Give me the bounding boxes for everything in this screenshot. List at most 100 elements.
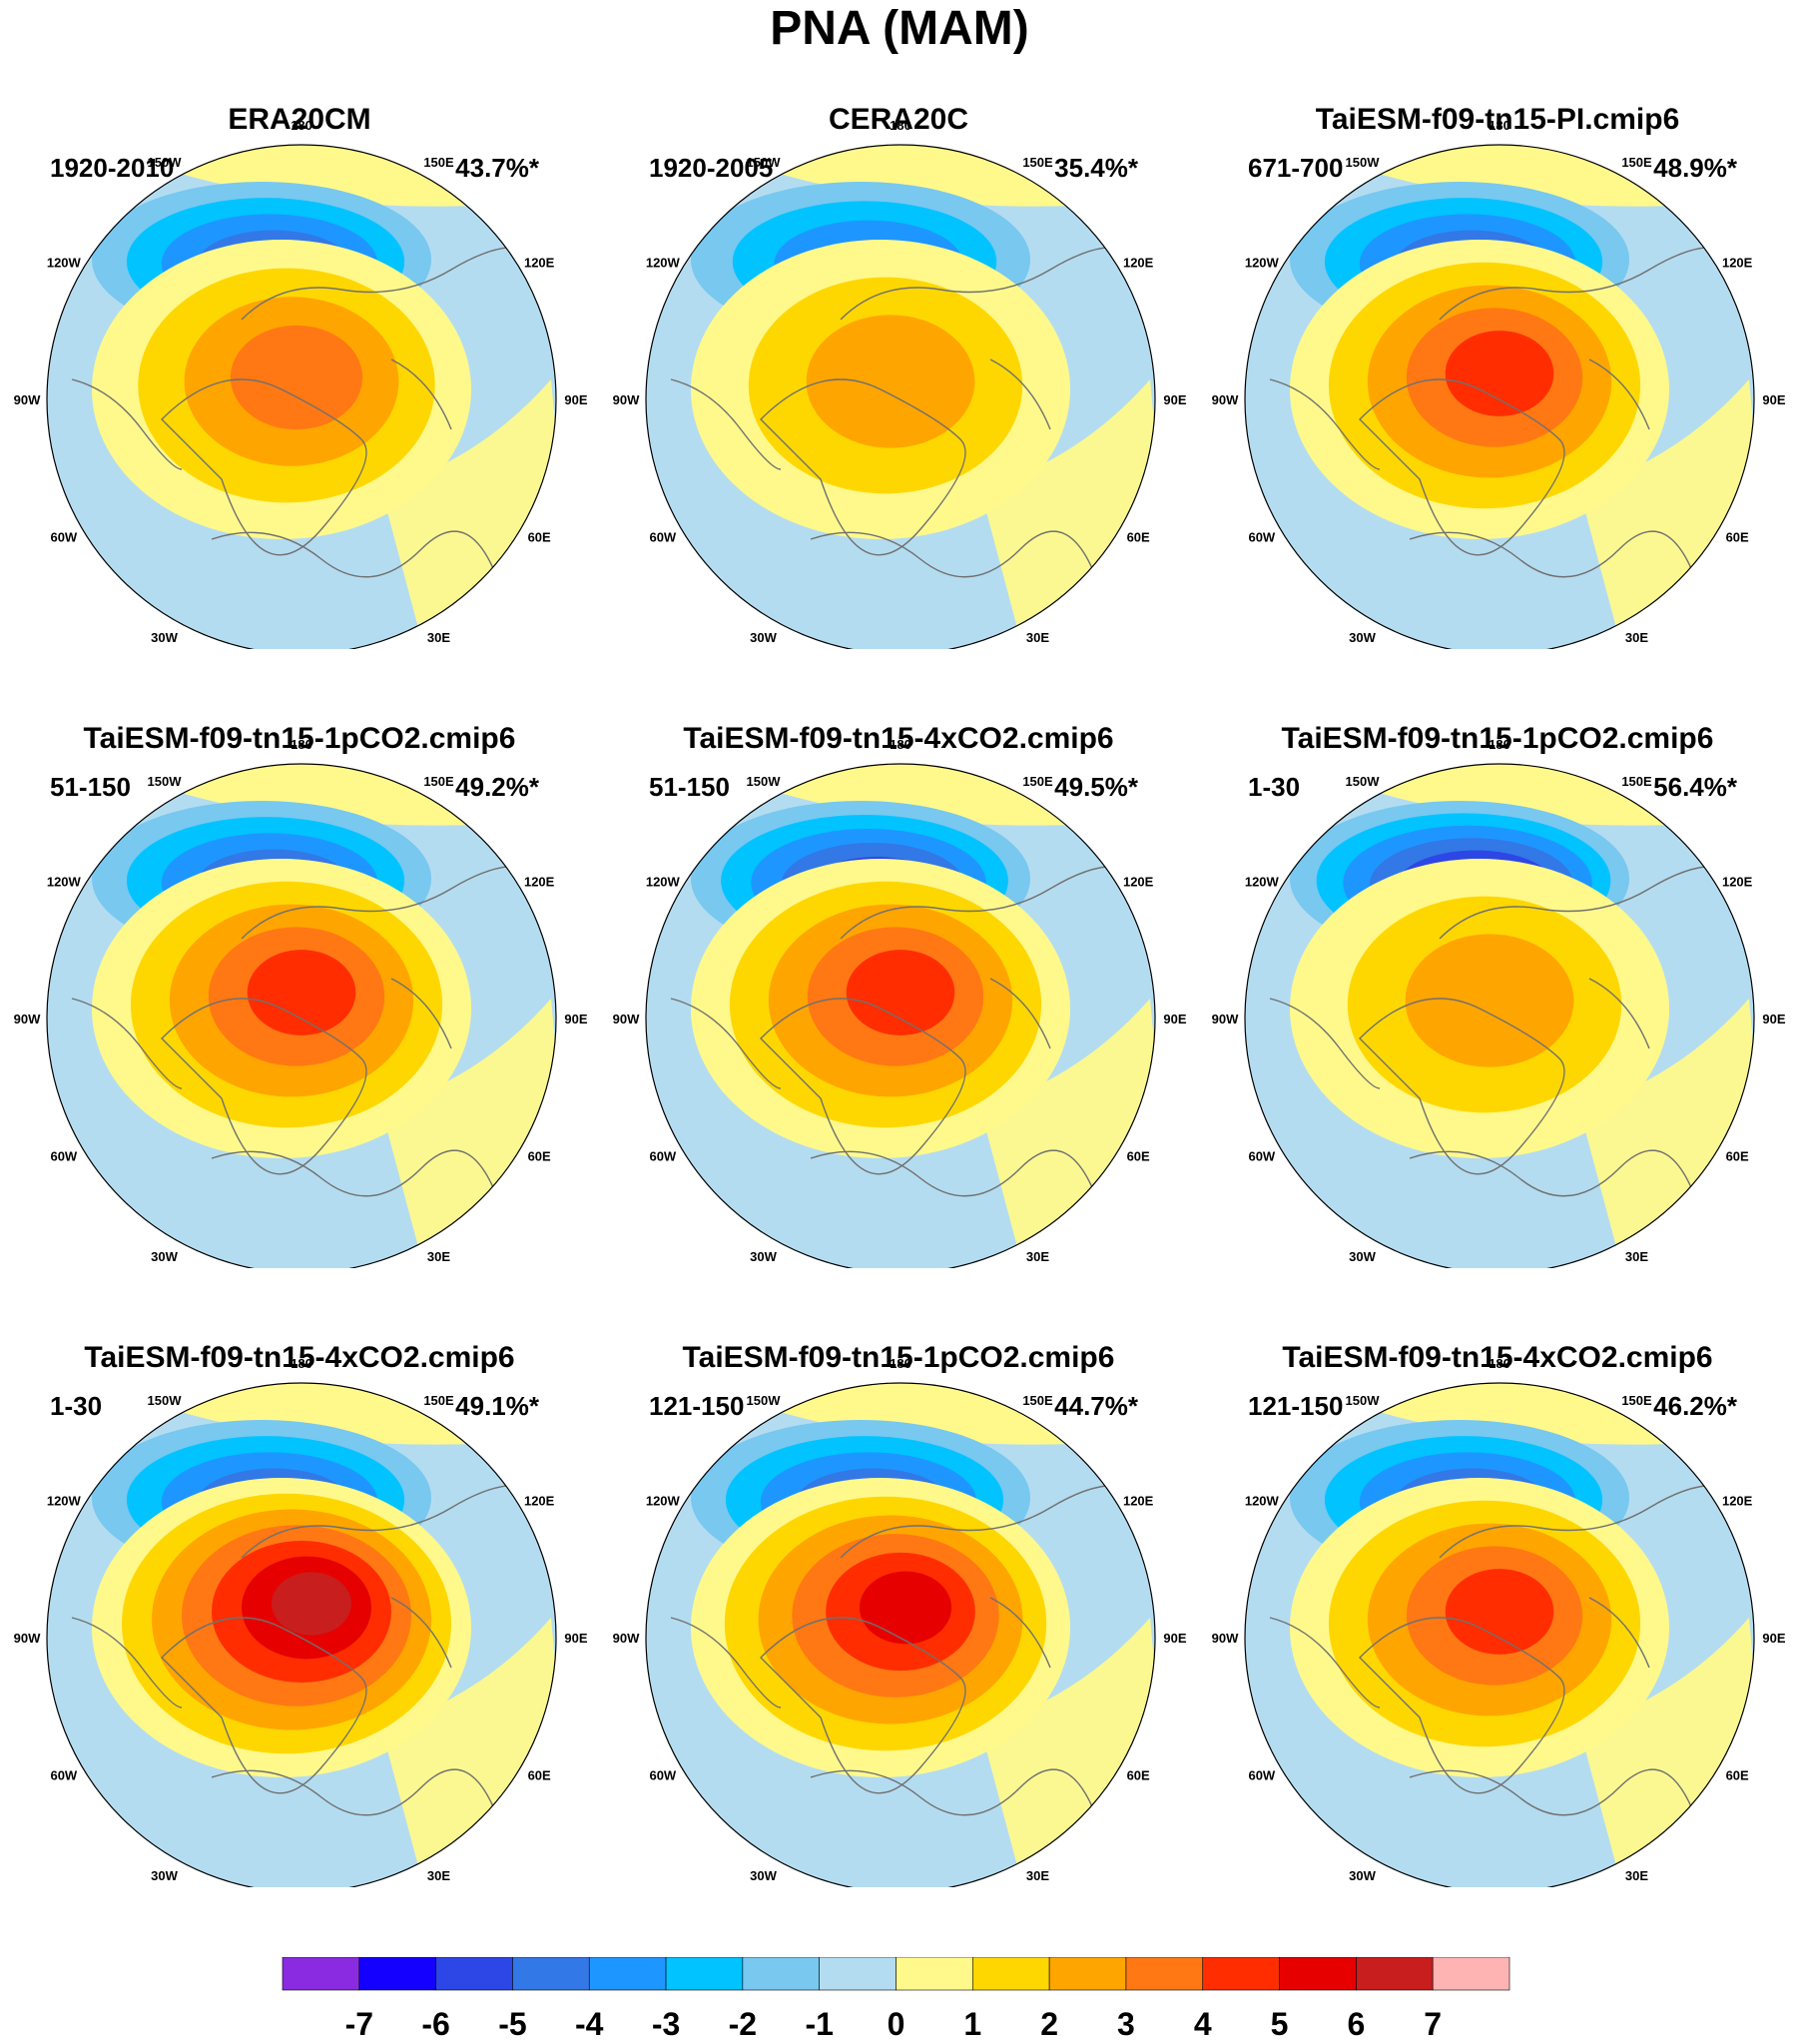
longitude-label: 120E <box>1123 1494 1154 1509</box>
longitude-label: 120E <box>524 875 555 890</box>
coastline <box>760 1617 966 1794</box>
longitude-label: 150E <box>1621 774 1652 789</box>
panel-period: 51-150 <box>50 772 131 802</box>
longitude-label: 60E <box>1726 1149 1749 1164</box>
polar-map: 180150E120E90E60E30E030W60W90W120W150W <box>14 737 588 1268</box>
longitude-label: 60E <box>1127 1149 1150 1164</box>
colorbar-swatch <box>742 1957 820 1991</box>
longitude-label: 60W <box>1248 1768 1275 1783</box>
longitude-label: 30W <box>750 1249 777 1264</box>
coastline <box>1588 1597 1650 1669</box>
longitude-label: 30E <box>1625 1868 1648 1883</box>
longitude-label: 150W <box>747 1393 782 1408</box>
coastline <box>840 1484 1131 1559</box>
panel-period: 1-30 <box>1248 772 1301 802</box>
colorbar-tick-label: 3 <box>1117 2006 1135 2042</box>
panel-title: TaiESM-f09-tn15-1pCO2.cmip6 <box>682 1341 1115 1374</box>
coastline <box>989 358 1051 430</box>
map-border <box>46 1382 557 1887</box>
longitude-label: 30W <box>151 1249 178 1264</box>
colorbar-tick-label: -7 <box>345 2006 373 2042</box>
longitude-label: 150W <box>148 1393 183 1408</box>
longitude-label: 90E <box>1163 1012 1186 1026</box>
longitude-label: 90W <box>1212 1631 1239 1646</box>
coastline <box>161 378 367 556</box>
coastline <box>1588 358 1650 430</box>
map-border <box>1244 763 1755 1268</box>
positive-anomaly-contour <box>272 1572 351 1636</box>
longitude-label: 180 <box>890 1356 911 1371</box>
longitude-label: 120W <box>1245 1494 1280 1509</box>
colorbar-swatch <box>896 1957 973 1991</box>
longitude-label: 150W <box>1346 1393 1381 1408</box>
colorbar-tick-label: 4 <box>1194 2006 1212 2042</box>
longitude-label: 90W <box>14 392 41 407</box>
longitude-label: 30E <box>427 1868 450 1883</box>
coastline <box>1439 865 1730 940</box>
longitude-label: 150W <box>747 155 782 170</box>
coastline <box>1359 998 1565 1175</box>
coastline <box>161 1617 367 1794</box>
panel-title: CERA20C <box>828 103 969 136</box>
longitude-label: 60E <box>1726 530 1749 545</box>
longitude-label: 60E <box>528 1149 551 1164</box>
longitude-label: 60E <box>1127 530 1150 545</box>
colorbar-tick-label: -5 <box>498 2006 526 2042</box>
map-panel: TaiESM-f09-tn15-4xCO2.cmip6 121-150 46.2%*… <box>1198 1338 1797 1957</box>
longitude-label: 180 <box>1489 118 1510 133</box>
longitude-label: 60E <box>528 1768 551 1783</box>
coastline <box>670 1617 782 1708</box>
positive-anomaly-contour <box>846 950 955 1035</box>
coastline <box>1269 378 1381 470</box>
colorbar-swatch <box>358 1957 436 1991</box>
map-panel: ERA20CM 1920-2010 43.7%* 180 150E 120E 90E 60E 3… <box>0 100 599 719</box>
coastline <box>810 1149 1101 1209</box>
longitude-label: 30W <box>1349 1249 1376 1264</box>
longitude-label: 150E <box>1022 774 1053 789</box>
polar-map: 180150E120E90E60E30E030W60W90W120W150W <box>613 737 1187 1268</box>
polar-map: 180150E120E90E60E30E030W60W90W120W150W <box>14 118 588 649</box>
longitude-label: 30W <box>151 1868 178 1883</box>
panel-period: 121-150 <box>1248 1391 1344 1421</box>
longitude-label: 120E <box>1722 875 1753 890</box>
coastline <box>211 1768 502 1828</box>
colorbar-tick-label: 6 <box>1347 2006 1365 2042</box>
map-panel: TaiESM-f09-tn15-1pCO2.cmip6 121-150 44.7%*… <box>599 1338 1198 1957</box>
longitude-label: 90E <box>564 392 587 407</box>
colorbar-tick-label: -3 <box>652 2006 680 2042</box>
coastline <box>1359 1617 1565 1794</box>
coastline <box>1269 1617 1381 1708</box>
panel-explained-variance: 35.4%* <box>1054 153 1138 183</box>
polar-map: 180150E120E90E60E30E030W60W90W120W150W <box>613 1356 1187 1887</box>
colorbar: -7 -6 -5 -4 -3 -2 -1 0 1 2 3 4 5 6 7 <box>282 1957 1510 2042</box>
map-panel: CERA20C 1920-2005 35.4%* 180 150E 120E 90E 60E 3… <box>599 100 1198 719</box>
panel-period: 1920-2010 <box>50 153 175 183</box>
polar-map: 180150E120E90E60E30E030W60W90W120W150W <box>613 118 1187 649</box>
longitude-label: 120W <box>646 256 681 271</box>
longitude-label: 90E <box>564 1631 587 1646</box>
coastline <box>390 978 452 1049</box>
longitude-label: 30W <box>1349 630 1376 645</box>
coastline <box>989 978 1051 1049</box>
longitude-label: 30E <box>1625 630 1648 645</box>
positive-anomaly-contour <box>247 950 356 1035</box>
longitude-label: 180 <box>291 737 312 752</box>
positive-anomaly-contour <box>1405 934 1574 1067</box>
longitude-label: 60W <box>649 530 676 545</box>
longitude-label: 30W <box>1349 1868 1376 1883</box>
longitude-label: 90W <box>613 1631 640 1646</box>
longitude-label: 150W <box>148 155 183 170</box>
longitude-label: 150E <box>423 1393 454 1408</box>
coastline <box>161 998 367 1175</box>
panel-title: TaiESM-f09-tn15-4xCO2.cmip6 <box>84 1341 515 1374</box>
colorbar-swatch <box>665 1957 744 1991</box>
polar-map: 180150E120E90E60E30E030W60W90W120W150W <box>1212 737 1786 1268</box>
coastline <box>1439 1484 1730 1559</box>
positive-anomaly-contour <box>230 325 363 430</box>
colorbar-swatch <box>435 1957 513 1991</box>
panel-period: 1920-2005 <box>649 153 774 183</box>
longitude-label: 30E <box>1625 1249 1648 1264</box>
longitude-label: 180 <box>1489 737 1510 752</box>
positive-anomaly-contour <box>859 1571 952 1645</box>
longitude-label: 120W <box>47 256 82 271</box>
